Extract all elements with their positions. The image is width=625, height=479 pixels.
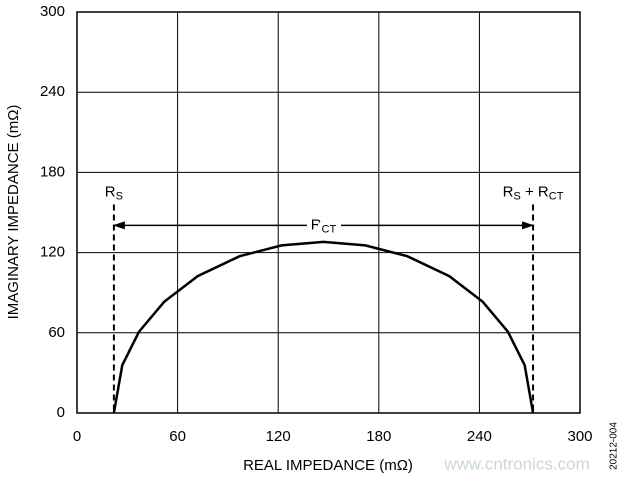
- y-tick-label: 60: [48, 324, 65, 341]
- figure-id: 20212-004: [609, 422, 620, 470]
- annotation-text: R: [503, 183, 514, 200]
- annotation: RCT: [311, 216, 337, 235]
- watermark: www.cntronics.com: [443, 454, 589, 473]
- y-tick-label: 300: [40, 3, 65, 20]
- x-tick-label: 0: [73, 428, 81, 445]
- x-tick-label: 300: [567, 428, 592, 445]
- x-axis-label: REAL IMPEDANCE (mΩ): [243, 457, 413, 474]
- plot-frame: [76, 11, 581, 414]
- y-tick-label: 240: [40, 83, 65, 100]
- x-tick-label: 240: [467, 428, 492, 445]
- x-tick-label: 180: [366, 428, 391, 445]
- line: [112, 240, 535, 414]
- x-tick-label: 120: [266, 428, 291, 445]
- x-tick-label: 60: [169, 428, 186, 445]
- annotation-text: + R: [521, 183, 549, 200]
- annotation: RS + RCT: [503, 183, 564, 202]
- annotation-text: R: [105, 183, 116, 200]
- y-tick-label: 120: [40, 244, 65, 261]
- annotation: RS: [105, 183, 123, 202]
- annotation-text: R: [311, 216, 322, 233]
- annotation-subscript: CT: [549, 190, 564, 202]
- annotation-subscript: S: [116, 190, 123, 202]
- y-tick-label: 180: [40, 163, 65, 180]
- annotation-subscript: S: [513, 190, 520, 202]
- annotation-subscript: CT: [322, 223, 337, 235]
- y-tick-label: 0: [57, 404, 65, 421]
- y-axis-label: IMAGINARY IMPEDANCE (mΩ): [5, 105, 22, 320]
